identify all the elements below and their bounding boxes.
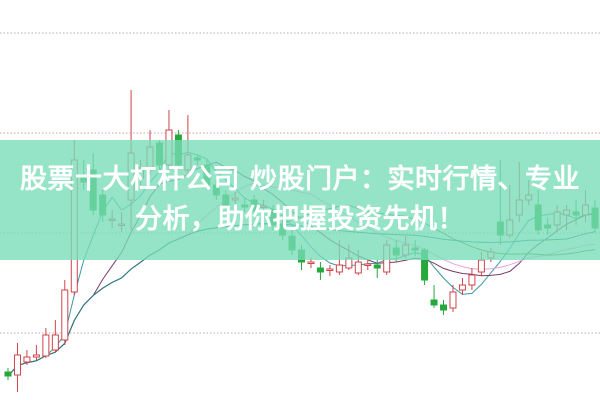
candle-body [335, 264, 343, 273]
candle-body [326, 268, 334, 271]
candle-body [468, 274, 476, 286]
title-banner: 股票十大杠杆公司 炒股门户：实时行情、专业分析，助你把握投资先机！ [0, 140, 600, 260]
candle-body [51, 334, 59, 351]
candle-body [61, 289, 69, 341]
candle-body [458, 284, 466, 291]
candle-body [440, 304, 448, 311]
candle-body [32, 354, 40, 358]
candle-body [364, 263, 372, 266]
candle-body [13, 354, 21, 376]
candle-body [430, 299, 438, 306]
candle-body [42, 334, 50, 357]
candle-body [373, 264, 381, 269]
candle-body [23, 356, 31, 363]
candle-body [449, 291, 457, 309]
candle-body [307, 261, 315, 264]
candle-body [316, 267, 324, 273]
candle-body [354, 261, 362, 274]
candle-body [4, 371, 12, 377]
banner-title: 股票十大杠杆公司 炒股门户：实时行情、专业分析，助你把握投资先机！ [20, 164, 580, 235]
candle-body [477, 259, 485, 273]
